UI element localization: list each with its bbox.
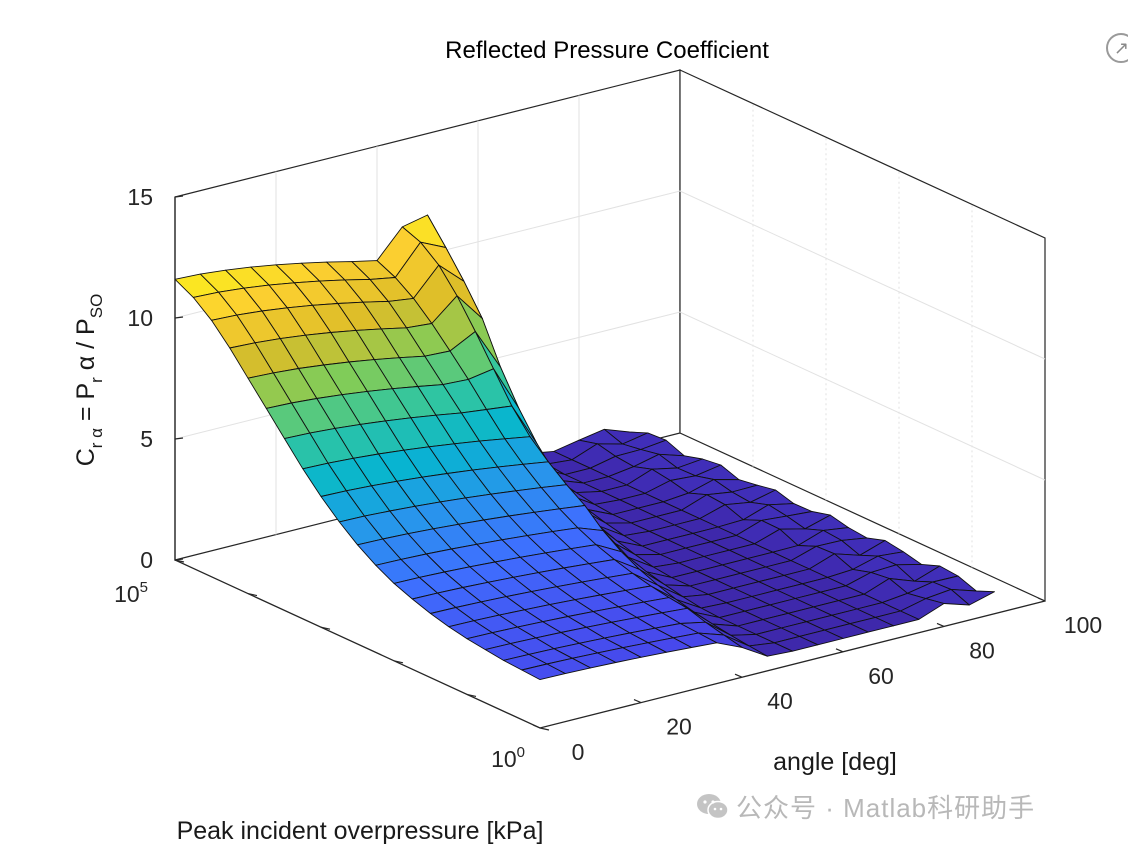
z-tick-mark [174, 195, 184, 198]
y-tick-mark [466, 693, 477, 697]
y-tick-label-max: 105 [114, 579, 148, 607]
x-tick-mark [835, 648, 844, 653]
y-axis-ticks: 105 100 [114, 559, 550, 772]
y-tick-mark [539, 727, 550, 731]
chart-title: Reflected Pressure Coefficient [445, 37, 769, 64]
wechat-icon [697, 793, 729, 819]
svg-text:Cr α = Pr α / PSO: Cr α = Pr α / PSO [72, 294, 106, 467]
x-axis-ticks: 0 20 40 60 80 100 [532, 597, 1102, 765]
surface-mesh [174, 214, 995, 681]
z-tick-mark [174, 437, 184, 440]
x-tick-label: 80 [969, 637, 995, 663]
x-tick-label: 20 [666, 714, 692, 740]
y-tick-label-min: 100 [491, 744, 525, 772]
axes-box-lines [174, 197, 1046, 729]
z-tick-label: 0 [140, 547, 153, 573]
y-tick-mark [393, 660, 404, 664]
x-tick-label: 40 [767, 688, 793, 714]
x-tick-mark [936, 622, 945, 627]
axis-edge [174, 197, 1046, 729]
z-axis-label: Cr α = Pr α / PSO [72, 294, 106, 467]
z-tick-mark [174, 316, 184, 319]
x-tick-label: 60 [868, 663, 894, 689]
watermark: 公众号 · Matlab科研助手 [696, 788, 1035, 825]
y-tick-mark [320, 626, 331, 630]
z-tick-label: 15 [127, 184, 153, 210]
x-tick-mark [1037, 597, 1046, 602]
z-tick-label: 5 [140, 426, 153, 452]
x-tick-label: 0 [572, 739, 585, 765]
y-tick-mark [174, 559, 185, 563]
export-icon[interactable]: ↗ [1106, 33, 1128, 63]
z-axis-ticks: 0 5 10 15 [127, 184, 184, 573]
x-tick-label: 100 [1064, 612, 1102, 638]
x-tick-mark [734, 673, 743, 678]
y-tick-mark [247, 593, 258, 597]
x-axis-label: angle [deg] [773, 748, 897, 776]
z-tick-label: 10 [127, 305, 153, 331]
y-axis-label: Peak incident overpressure [kPa] [177, 817, 544, 845]
x-tick-mark [633, 699, 642, 704]
x-tick-mark [532, 724, 541, 729]
watermark-text: 公众号 · Matlab科研助手 [736, 793, 1036, 823]
surface-patch [521, 663, 566, 681]
